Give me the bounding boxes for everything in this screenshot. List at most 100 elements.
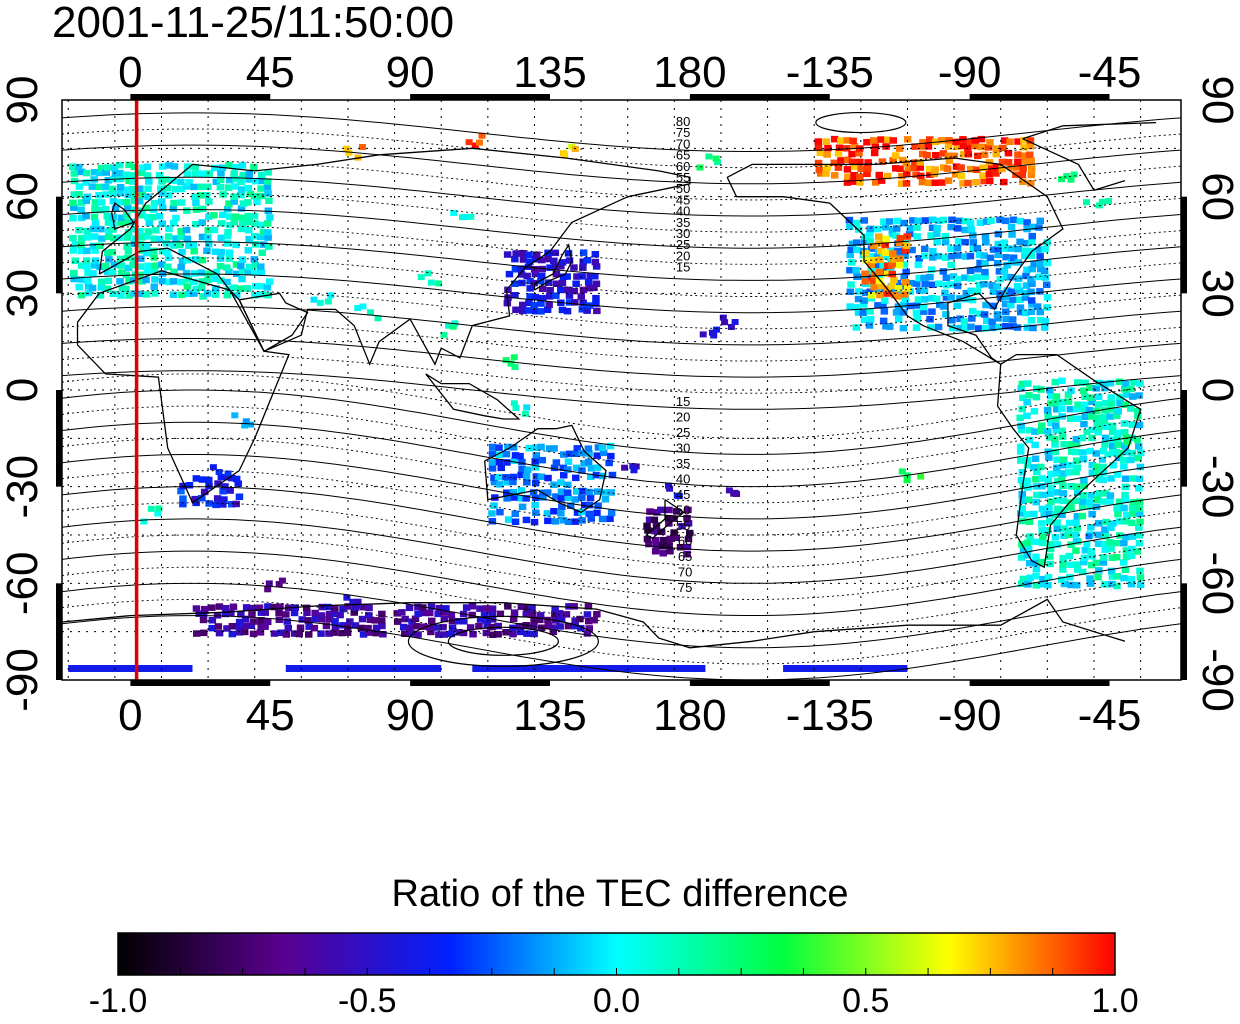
data-cell (895, 239, 904, 247)
data-cell (217, 220, 226, 227)
data-cell (1108, 573, 1117, 580)
data-cell (938, 179, 946, 186)
data-cell (1114, 441, 1122, 448)
data-cell (1066, 519, 1074, 527)
data-cell (941, 238, 950, 246)
data-cell (138, 234, 146, 241)
data-cell (88, 183, 97, 190)
data-cell (205, 482, 213, 490)
data-cell (249, 630, 258, 638)
data-cell (250, 256, 258, 263)
data-cell (440, 631, 448, 638)
data-cell (1119, 456, 1128, 464)
data-cell (1087, 492, 1096, 499)
data-cell (365, 612, 373, 619)
data-cell (77, 276, 86, 283)
data-cell (142, 249, 151, 257)
data-cell (563, 273, 571, 280)
data-cell (908, 246, 916, 254)
data-cell (322, 622, 331, 630)
data-cell (904, 164, 913, 172)
data-cell (860, 297, 869, 304)
contour-line (61, 193, 1182, 233)
data-cell (967, 287, 975, 295)
data-cell (530, 630, 538, 638)
frame-checker-right (1181, 196, 1187, 294)
data-cell (465, 139, 473, 146)
data-cell (183, 170, 191, 177)
data-cell (880, 218, 888, 225)
data-cell (257, 233, 265, 241)
data-cell (986, 139, 994, 146)
data-cell (920, 308, 928, 315)
data-cell (1009, 216, 1018, 223)
data-cell (494, 622, 502, 630)
data-cell (264, 229, 272, 236)
data-cell (961, 253, 970, 260)
data-cell (1036, 288, 1044, 295)
data-cell (205, 213, 213, 220)
data-cell (592, 300, 600, 307)
data-cell (1067, 581, 1075, 589)
data-cell (216, 184, 225, 191)
data-cell (69, 247, 78, 254)
data-cell (157, 185, 165, 192)
coastline (111, 202, 135, 230)
data-cell (1093, 414, 1101, 422)
x-tick-label-top: 0 (118, 48, 142, 97)
data-cell (909, 217, 917, 224)
data-cell (607, 489, 615, 496)
data-cell (224, 240, 232, 247)
data-cell (122, 171, 130, 178)
data-cell (956, 324, 964, 332)
data-cell (573, 488, 581, 495)
data-cell (1043, 281, 1051, 288)
data-cell (1099, 414, 1108, 421)
data-cell (84, 283, 93, 290)
data-cell (117, 214, 126, 222)
data-cell (1027, 275, 1035, 283)
data-cell (861, 278, 869, 285)
data-cell (1072, 519, 1080, 526)
data-cell (544, 616, 552, 624)
data-cell (544, 474, 552, 482)
data-cell (1122, 547, 1131, 554)
colorbar-tick-label: 0.0 (592, 982, 641, 1020)
data-cell (393, 610, 401, 617)
data-cell (117, 262, 125, 269)
data-cell (378, 610, 386, 618)
data-cell (1072, 468, 1080, 476)
data-cell (192, 256, 200, 263)
data-cell (599, 449, 608, 457)
x-tick-label-bottom: 45 (246, 691, 295, 740)
data-cell (975, 325, 983, 332)
data-cell (851, 163, 859, 170)
data-cell (1014, 275, 1023, 282)
data-cell (855, 150, 863, 157)
data-cell (1031, 538, 1039, 546)
data-cell (551, 249, 560, 257)
data-cell (518, 458, 526, 466)
data-cell (941, 232, 949, 240)
data-cell (511, 510, 519, 517)
data-cell (1022, 272, 1030, 280)
data-cell (1072, 538, 1080, 544)
data-cell (517, 271, 526, 278)
coastline (533, 243, 573, 291)
data-cell (538, 272, 546, 280)
data-cell (976, 310, 984, 317)
data-cell (593, 452, 601, 459)
data-cell (70, 191, 78, 198)
data-cell (440, 615, 449, 623)
data-cell (471, 142, 479, 149)
data-cell (1127, 385, 1135, 393)
data-cell (933, 224, 941, 232)
data-cell (531, 479, 540, 487)
data-cell (632, 463, 640, 470)
data-cell (850, 142, 859, 150)
data-cell (645, 516, 654, 523)
data-cell (1088, 434, 1096, 442)
frame-checker-bottom (689, 680, 830, 686)
data-cell (1073, 513, 1082, 520)
data-cell (1019, 394, 1027, 402)
